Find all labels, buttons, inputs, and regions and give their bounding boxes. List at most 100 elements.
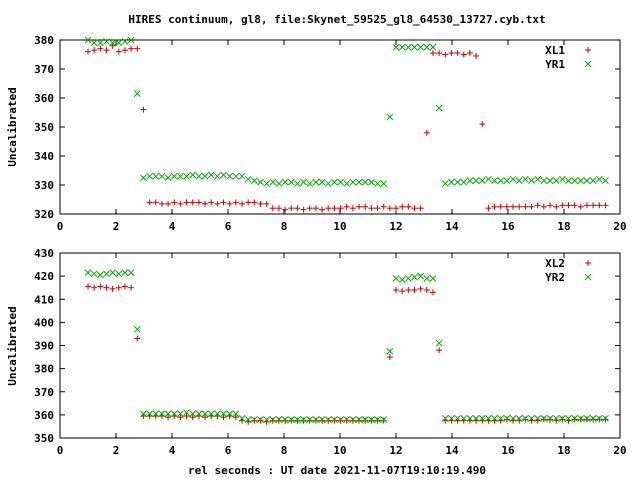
data-point-xl1 <box>208 199 215 206</box>
y-tick-label: 380 <box>34 363 54 376</box>
data-point-yr2 <box>220 410 227 418</box>
chart-title: HIRES continuum, gl8, file:Skynet_59525_… <box>128 13 545 26</box>
data-point-yr1 <box>214 172 221 180</box>
data-point-yr1 <box>103 38 110 45</box>
data-point-xl1 <box>522 203 529 210</box>
data-point-yr1 <box>324 180 332 187</box>
data-point-yr2 <box>411 273 418 281</box>
y-tick-label: 360 <box>34 409 54 422</box>
data-point-xl2 <box>269 417 276 424</box>
x-tick-label: 8 <box>281 444 288 457</box>
data-point-yr1 <box>466 177 474 185</box>
y-tick-label: 370 <box>34 386 54 399</box>
data-point-yr2 <box>454 414 461 422</box>
data-point-xl2 <box>596 416 603 423</box>
data-point-yr2 <box>201 410 209 418</box>
data-point-yr2 <box>528 414 535 422</box>
data-point-yr2 <box>485 414 492 422</box>
data-point-yr1 <box>226 172 234 180</box>
data-point-yr2 <box>275 416 283 423</box>
data-point-xl2 <box>343 417 350 424</box>
data-point-yr2 <box>398 276 406 283</box>
y-tick-label: 350 <box>34 121 54 134</box>
x-tick-label: 16 <box>501 220 515 233</box>
marks-group-top <box>84 36 609 213</box>
data-point-yr1 <box>275 180 283 187</box>
legend-label-xl1: XL1 <box>545 44 565 57</box>
data-point-xl1 <box>417 205 424 212</box>
tick-group-bottom: 0 2 4 6 8 10 12 14 16 18 20 350 360 370 380 390 400 410 42… <box>34 247 627 457</box>
data-point-xl1 <box>85 48 91 55</box>
data-point-yr1 <box>528 177 535 185</box>
data-point-xl2 <box>547 416 553 423</box>
x-tick-label: 4 <box>169 444 176 457</box>
x-tick-label: 4 <box>169 220 176 233</box>
data-point-yr2 <box>534 414 542 422</box>
data-point-xl2 <box>436 347 443 354</box>
data-point-xl1 <box>294 205 301 212</box>
data-point-yr2 <box>170 410 178 418</box>
data-point-yr2 <box>269 416 277 423</box>
data-point-xl2 <box>121 283 128 290</box>
data-point-yr2 <box>263 416 270 423</box>
data-point-yr2 <box>121 269 129 277</box>
y-tick-label: 390 <box>34 340 54 353</box>
data-point-xl1 <box>158 200 165 207</box>
data-point-yr2 <box>546 414 554 422</box>
data-point-yr1 <box>368 178 375 186</box>
data-point-xl1 <box>442 51 449 58</box>
data-point-yr1 <box>158 172 166 180</box>
data-point-yr2 <box>318 416 326 423</box>
legend-marker-xl1 <box>585 47 591 53</box>
data-point-yr1 <box>343 180 351 187</box>
data-point-xl1 <box>288 205 295 212</box>
data-point-xl2 <box>109 285 116 292</box>
x-tick-label: 6 <box>225 444 232 457</box>
data-point-yr2 <box>115 270 123 278</box>
data-point-xl1 <box>171 199 178 206</box>
data-point-yr1 <box>411 43 418 51</box>
x-tick-label: 12 <box>389 220 402 233</box>
data-point-xl1 <box>510 203 517 210</box>
data-point-xl1 <box>436 50 443 57</box>
data-point-xl2 <box>590 416 597 423</box>
y-axis-label-bottom: Uncalibrated <box>6 306 19 385</box>
x-tick-label: 18 <box>557 444 570 457</box>
data-point-xl1 <box>121 47 128 54</box>
data-point-yr1 <box>374 180 381 187</box>
data-point-xl1 <box>115 48 122 55</box>
y-tick-label: 420 <box>34 270 54 283</box>
x-axis-label: rel seconds : UT date 2021-11-07T19:10:1… <box>188 464 486 477</box>
data-point-xl2 <box>411 287 418 293</box>
data-point-xl2 <box>312 417 319 424</box>
data-point-xl1 <box>583 202 590 209</box>
data-point-yr1 <box>577 177 585 185</box>
data-point-yr2 <box>195 410 203 418</box>
data-point-yr1 <box>337 178 344 186</box>
data-point-yr2 <box>109 269 116 277</box>
data-point-yr2 <box>306 416 314 423</box>
data-point-yr2 <box>127 269 135 277</box>
data-point-yr1 <box>127 36 135 44</box>
x-tick-label: 10 <box>333 220 346 233</box>
marks-group-bottom <box>84 269 609 425</box>
data-point-xl1 <box>239 200 245 207</box>
data-point-yr1 <box>121 38 129 45</box>
x-tick-label: 2 <box>113 220 120 233</box>
data-point-xl2 <box>251 417 258 424</box>
y-tick-label: 430 <box>34 247 54 260</box>
data-point-yr1 <box>287 178 295 186</box>
legend-marker-yr2 <box>584 273 592 281</box>
data-point-xl1 <box>183 199 190 206</box>
data-point-yr1 <box>417 43 424 51</box>
data-point-xl2 <box>300 417 307 424</box>
data-point-xl1 <box>553 203 560 210</box>
data-point-yr2 <box>164 410 172 418</box>
data-point-yr1 <box>263 180 270 187</box>
data-point-xl1 <box>565 202 572 209</box>
data-point-xl1 <box>152 199 159 206</box>
data-point-yr1 <box>312 178 320 186</box>
data-point-xl1 <box>128 45 135 52</box>
data-point-yr2 <box>152 410 160 418</box>
